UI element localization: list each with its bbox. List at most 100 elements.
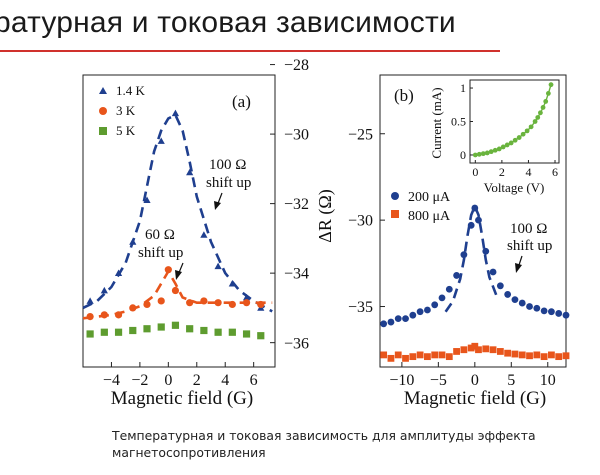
data-point	[200, 231, 208, 238]
annotation-arrowhead	[214, 201, 221, 210]
data-point	[562, 352, 570, 360]
data-point	[114, 269, 123, 277]
slide-title: ратурная и токовая зависимости	[0, 6, 456, 39]
data-point	[496, 348, 504, 355]
annotation-line-2: shift up	[507, 238, 552, 254]
data-point	[472, 152, 478, 158]
data-point	[511, 350, 519, 358]
x-tick-label: 2	[499, 165, 505, 179]
data-point	[171, 109, 180, 117]
x-tick-label: −10	[389, 372, 414, 389]
annotation-line-1: 100 Ω	[510, 221, 547, 237]
data-point	[526, 303, 533, 310]
panel-a-markers	[86, 109, 265, 340]
x-tick-label: −2	[131, 372, 148, 389]
data-point	[380, 320, 388, 328]
annotation-100-ohm-b: 100 Ω shift up	[507, 221, 552, 273]
data-point	[424, 306, 431, 314]
data-point	[431, 351, 439, 359]
data-point	[186, 168, 194, 176]
inset-frame	[469, 79, 560, 164]
data-point	[484, 150, 490, 156]
panel-a-frame	[82, 74, 276, 368]
legend-marker-square	[99, 127, 107, 135]
panel-b-ylabel: ΔR (Ω)	[315, 189, 336, 242]
data-point	[409, 353, 417, 361]
data-point	[380, 351, 388, 359]
legend-marker-square	[391, 210, 399, 218]
y-tick-label: −34	[284, 266, 309, 283]
data-point	[504, 142, 510, 148]
data-point	[200, 326, 208, 335]
data-point	[409, 311, 417, 319]
data-point	[489, 346, 497, 354]
data-point	[471, 342, 479, 350]
panel-a-label: (a)	[232, 92, 251, 111]
data-point	[512, 137, 518, 143]
panel-a: (a) −4 −2 0 2 4 6 −28 −30 −32 −34 −36 Magnetic fi…	[82, 57, 309, 409]
data-point	[86, 312, 94, 321]
data-point	[242, 299, 251, 307]
data-point	[114, 311, 123, 319]
x-tick-label: −4	[103, 372, 120, 389]
data-point	[482, 247, 490, 255]
data-point	[424, 353, 431, 361]
inset-y-ticks: 00.51	[451, 81, 473, 162]
panel-a-y-ticks: −28 −30 −32 −34 −36	[270, 57, 309, 352]
data-point	[545, 90, 551, 96]
data-point	[402, 315, 409, 323]
annotation-arrowhead	[175, 270, 182, 280]
legend-marker-circle	[391, 192, 399, 200]
panel-a-xlabel: Magnetic field (G)	[111, 388, 253, 409]
data-point	[242, 330, 251, 338]
annotation-100-ohm-a: 100 Ω shift up	[206, 157, 251, 210]
legend-label-200ua: 200 μA	[408, 190, 451, 205]
data-point	[562, 311, 570, 319]
y-tick-label: −36	[284, 335, 309, 352]
data-point	[476, 151, 482, 157]
data-point	[214, 262, 222, 270]
inset-x-ticks: 0 2 4 6	[472, 160, 558, 179]
panel-b-label: (b)	[394, 86, 414, 105]
data-point	[86, 330, 94, 338]
title-underline	[0, 50, 500, 52]
data-point	[100, 328, 108, 336]
data-point	[387, 318, 395, 326]
data-point	[86, 297, 94, 304]
figure-caption: Температурная и токовая зависимость для …	[112, 428, 536, 460]
data-point	[129, 238, 137, 245]
legend-label-800ua: 800 μA	[408, 209, 451, 224]
data-point	[526, 352, 533, 360]
inset-markers	[472, 82, 554, 158]
x-tick-label: −5	[430, 372, 447, 389]
data-point	[496, 282, 504, 290]
data-point	[480, 151, 486, 157]
data-point	[114, 328, 123, 336]
data-point	[164, 266, 172, 274]
data-point	[431, 301, 439, 309]
x-tick-label: 5	[507, 372, 515, 389]
data-point	[532, 119, 538, 124]
legend-label-3k: 3 K	[116, 103, 136, 118]
x-tick-label: 0	[471, 372, 479, 389]
panel-b-markers	[380, 204, 570, 362]
data-point	[520, 131, 526, 137]
y-tick-label: −28	[284, 57, 309, 74]
data-point	[475, 346, 482, 354]
data-point	[394, 315, 402, 323]
data-point	[387, 354, 395, 362]
data-point	[555, 353, 563, 361]
legend-label-5k: 5 K	[116, 123, 136, 138]
data-point	[157, 297, 165, 305]
data-point	[540, 307, 548, 315]
data-point	[540, 105, 546, 110]
y-tick-label: −35	[348, 299, 373, 316]
data-point	[538, 110, 543, 116]
data-point	[511, 296, 519, 304]
data-point	[100, 286, 108, 294]
data-point	[504, 291, 512, 298]
annotation-line-1: 60 Ω	[145, 227, 175, 243]
data-point	[200, 297, 208, 305]
data-point	[438, 294, 446, 302]
